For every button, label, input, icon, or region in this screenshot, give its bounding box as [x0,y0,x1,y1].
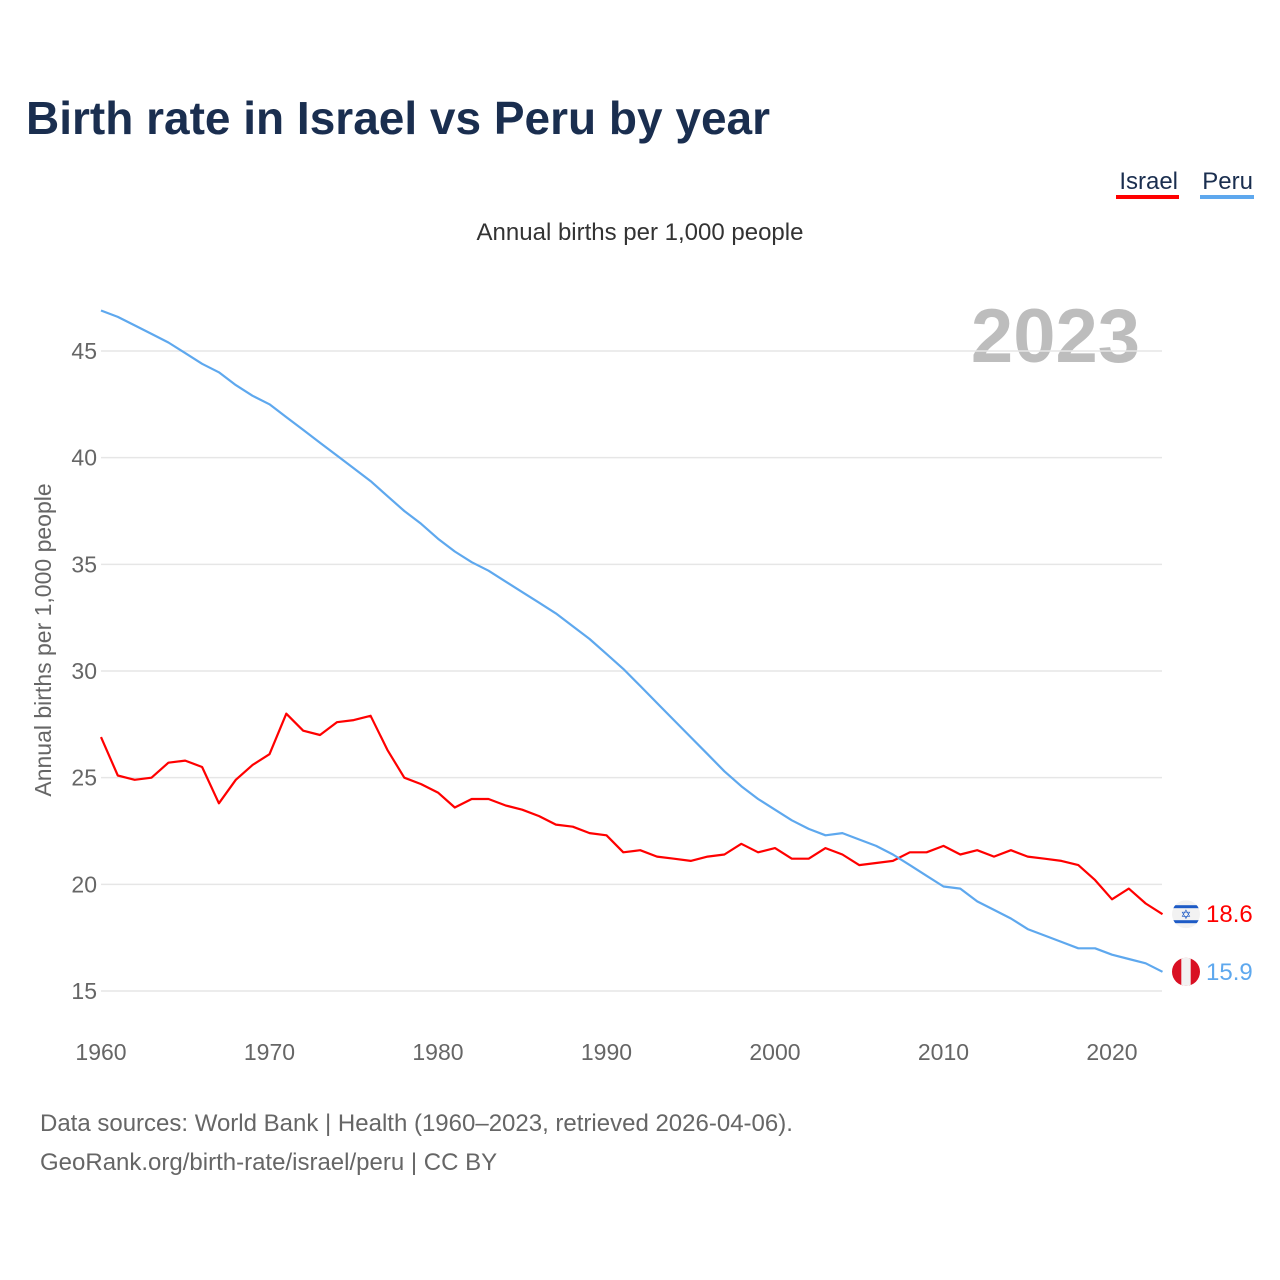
legend-item-israel[interactable]: Israel [1116,168,1179,199]
x-tick-2020: 2020 [1086,1039,1137,1065]
gridlines [101,350,1162,992]
x-tick-1970: 1970 [244,1039,295,1065]
y-tick-25: 25 [71,765,97,791]
current-year-label: 2023 [971,294,1140,379]
chart-subtitle: Annual births per 1,000 people [477,219,804,246]
legend-swatch-peru [1200,195,1254,199]
line-peru [100,309,1163,973]
y-tick-15: 15 [71,978,97,1004]
flag-israel-icon: ✡ [1172,900,1200,929]
legend: Israel Peru [1116,168,1254,199]
y-axis-label: Annual births per 1,000 people [30,483,56,796]
y-tick-40: 40 [71,445,97,471]
chart-title: Birth rate in Israel vs Peru by year [26,92,770,144]
x-tick-2010: 2010 [918,1039,969,1065]
y-tick-30: 30 [71,658,97,684]
legend-swatch-israel [1116,195,1179,199]
y-tick-45: 45 [71,338,97,364]
x-tick-2000: 2000 [749,1039,800,1065]
legend-item-peru[interactable]: Peru [1200,168,1254,199]
svg-text:✡: ✡ [1181,907,1192,922]
end-labels: ✡ 18.6 15.9 [1172,900,1253,986]
y-axis-ticks: 15 20 25 30 35 40 45 [71,338,97,1004]
x-tick-1980: 1980 [412,1039,463,1065]
data-source: Data sources: World Bank | Health (1960–… [40,1110,793,1137]
x-axis-ticks: 1960 1970 1980 1990 2000 2010 2020 [75,1039,1137,1065]
x-tick-1990: 1990 [581,1039,632,1065]
flag-peru-icon [1172,957,1200,986]
line-israel [99,712,1164,916]
y-tick-20: 20 [71,871,97,897]
end-label-israel: 18.6 [1206,901,1253,928]
legend-label-israel[interactable]: Israel [1119,168,1178,195]
y-tick-35: 35 [71,551,97,577]
x-tick-1960: 1960 [75,1039,126,1065]
end-label-peru: 15.9 [1206,959,1253,986]
credit-link[interactable]: GeoRank.org/birth-rate/israel/peru | CC … [40,1149,497,1176]
legend-label-peru[interactable]: Peru [1202,168,1253,195]
series-lines [99,309,1164,973]
